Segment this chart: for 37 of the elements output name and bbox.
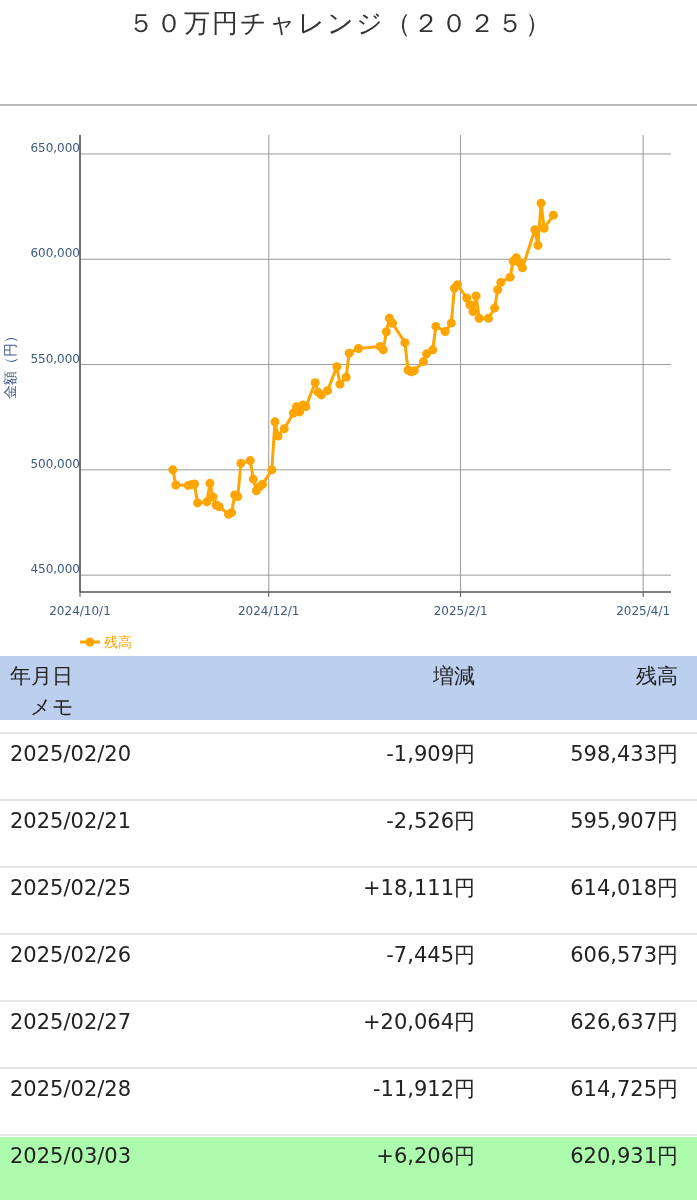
text: 2025/02/28 (10, 1077, 132, 1101)
text: 614,018円 (570, 876, 678, 900)
y-tick-label: 650,000 (30, 140, 80, 155)
text: メモ (30, 695, 74, 719)
text: 626,637円 (570, 1010, 678, 1034)
text: 606,573円 (570, 943, 678, 967)
text: 620,931円 (570, 1144, 678, 1168)
text: +20,064円 (362, 1010, 475, 1034)
x-tick-label: 2024/12/1 (237, 604, 300, 618)
text: -2,526円 (386, 809, 475, 833)
text: 2025/02/21 (10, 809, 132, 833)
text: 増減 (432, 664, 475, 688)
text: 2025/02/27 (10, 1010, 132, 1034)
text: -7,445円 (386, 943, 475, 967)
legend-label: 残高 (104, 634, 132, 650)
y-tick-label: 600,000 (30, 246, 80, 261)
text: 595,907円 (570, 809, 678, 833)
text: 年月日 (10, 664, 73, 688)
chart-title: ５０万円チャレンジ（２０２５） (127, 8, 553, 38)
text: +18,111円 (362, 876, 475, 900)
y-axis-title: 金額（円） (2, 328, 18, 399)
y-tick-label: 500,000 (30, 456, 80, 471)
text: +6,206円 (376, 1144, 475, 1168)
text: 残高 (636, 664, 678, 688)
text: 614,725円 (570, 1077, 678, 1101)
text: 2025/02/25 (10, 876, 132, 900)
x-tick-label: 2025/4/1 (616, 604, 671, 618)
text: 2025/03/03 (10, 1144, 132, 1168)
text: 598,433円 (570, 742, 678, 766)
text: -1,909円 (386, 742, 475, 766)
y-tick-label: 450,000 (30, 562, 80, 577)
x-tick-label: 2024/10/1 (49, 604, 111, 618)
text: 2025/02/26 (10, 943, 132, 967)
y-tick-label: 550,000 (30, 351, 80, 366)
text: 2025/02/20 (10, 742, 132, 766)
text: -11,912円 (372, 1077, 475, 1101)
x-tick-label: 2025/2/1 (433, 604, 488, 618)
